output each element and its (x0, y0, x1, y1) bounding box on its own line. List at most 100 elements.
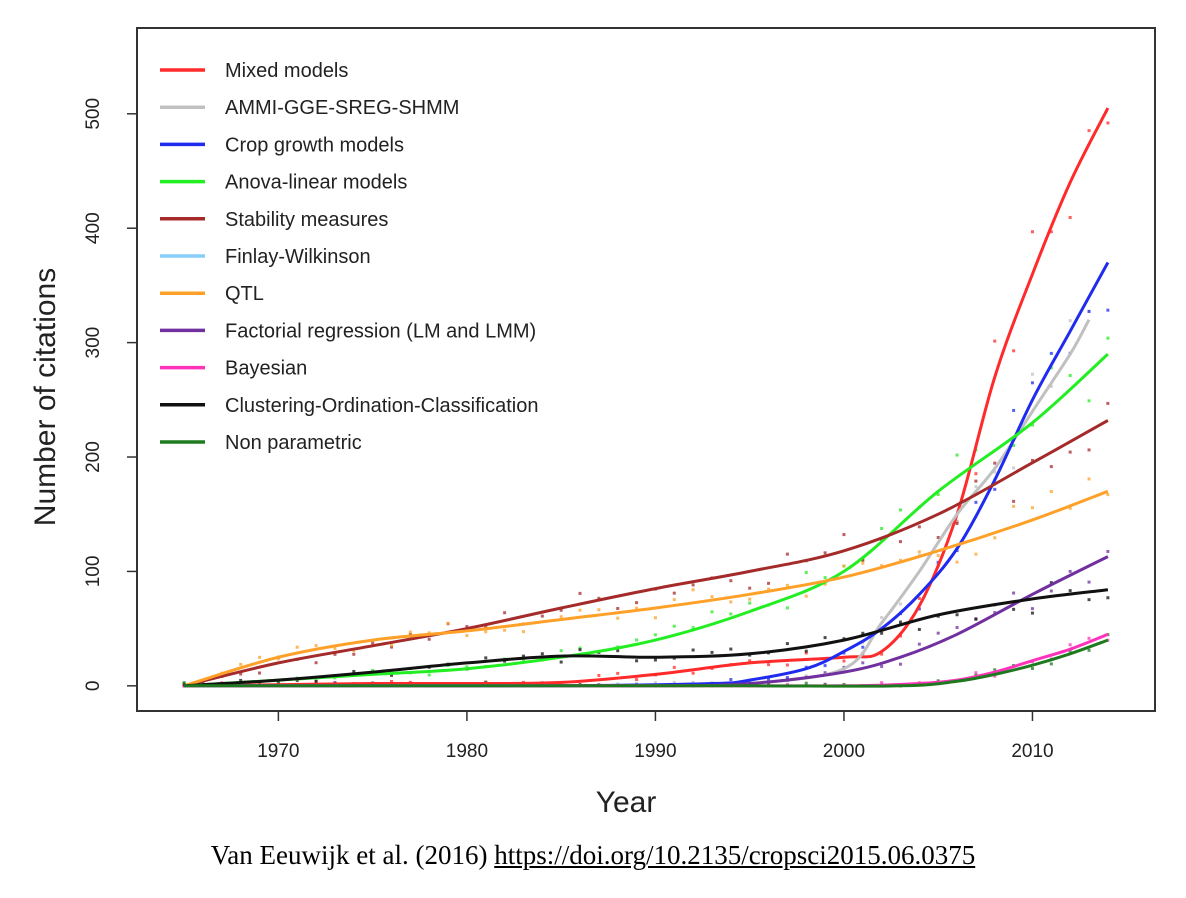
scatter-point (974, 472, 978, 476)
scatter-point (559, 615, 563, 619)
scatter-point (955, 519, 959, 523)
scatter-point (672, 665, 676, 669)
scatter-point (1012, 443, 1016, 447)
series-line (183, 419, 1109, 688)
scatter-point (974, 617, 978, 621)
scatter-point (691, 583, 695, 587)
scatter-point (1049, 589, 1053, 593)
scatter-point (1012, 499, 1016, 503)
x-tick-label: 2000 (823, 741, 865, 762)
scatter-point (390, 643, 393, 647)
scatter-point (1068, 450, 1072, 454)
scatter-point (352, 652, 356, 656)
scatter-point (559, 649, 563, 653)
scatter-point (1012, 504, 1016, 508)
scatter-point (823, 582, 827, 586)
scatter-point (955, 560, 959, 564)
scatter-point (785, 583, 789, 587)
scatter-point (993, 674, 997, 678)
scatter-point (917, 627, 921, 631)
scatter-point (1030, 381, 1034, 385)
scatter-point (993, 487, 997, 491)
scatter-point (729, 612, 733, 616)
scatter-point (503, 611, 507, 615)
scatter-point (1049, 581, 1053, 585)
scatter-point (653, 633, 657, 637)
legend-entry: Clustering-Ordination-Classification (225, 395, 538, 417)
scatter-point (993, 611, 997, 615)
citation-text: Van Eeuwijk et al. (2016) (210, 840, 495, 870)
scatter-point (1087, 648, 1091, 652)
scatter-point (691, 671, 695, 675)
series-line (184, 107, 1110, 688)
scatter-point (899, 508, 902, 512)
x-tick-label: 1990 (634, 741, 676, 762)
scatter-point (1049, 662, 1053, 666)
scatter-point (842, 659, 846, 663)
scatter-point (371, 641, 375, 645)
doi-link[interactable]: https://doi.org/10.2135/cropsci2015.06.0… (494, 840, 976, 870)
scatter-point (861, 561, 865, 565)
scatter-point (917, 550, 921, 554)
scatter-point (1106, 308, 1110, 312)
scatter-point (1068, 215, 1072, 219)
scatter-point (597, 608, 601, 612)
scatter-point (880, 652, 884, 656)
legend-entry: Anova-linear models (225, 172, 407, 194)
scatter-point (521, 630, 525, 634)
scatter-point (974, 479, 978, 483)
scatter-point (352, 669, 356, 673)
scatter-point (1068, 506, 1072, 510)
scatter-point (1106, 401, 1110, 405)
scatter-point (936, 554, 940, 558)
scatter-point (672, 624, 676, 628)
scatter-point (578, 608, 582, 612)
scatter-point (823, 671, 827, 675)
scatter-point (503, 628, 507, 632)
scatter-point (1049, 230, 1053, 234)
scatter-point (559, 608, 563, 612)
series-line (184, 555, 1109, 688)
scatter-point (635, 601, 639, 605)
x-axis-title: Year (596, 786, 657, 819)
scatter-point (616, 616, 620, 620)
scatter-point (729, 579, 733, 583)
scatter-point (880, 564, 884, 568)
x-tick-label: 1980 (446, 741, 488, 762)
scatter-point (823, 664, 827, 668)
scatter-point (465, 634, 469, 638)
scatter-point (635, 606, 639, 610)
scatter-point (1087, 598, 1091, 602)
scatter-point (1106, 336, 1110, 340)
scatter-point (974, 500, 978, 504)
scatter-point (390, 673, 393, 677)
scatter-point (861, 558, 865, 562)
scatter-point (691, 648, 695, 652)
scatter-point (993, 470, 997, 474)
legend-entry: QTL (225, 283, 264, 305)
scatter-point (1068, 643, 1072, 647)
x-tick-label: 2010 (1011, 741, 1053, 762)
scatter-point (390, 645, 393, 649)
scatter-point (1106, 596, 1110, 600)
legend-entry: Factorial regression (LM and LMM) (225, 320, 536, 342)
scatter-point (974, 485, 978, 489)
scatter-point (804, 594, 808, 598)
scatter-point (899, 602, 902, 606)
scatter-point (1087, 477, 1091, 481)
scatter-point (465, 665, 469, 669)
legend-entry: Finlay-Wilkinson (225, 246, 371, 268)
scatter-point (748, 586, 752, 590)
scatter-point (616, 606, 620, 610)
scatter-point (616, 649, 620, 653)
scatter-point (880, 664, 884, 668)
scatter-point (635, 659, 639, 663)
scatter-point (1049, 351, 1053, 355)
scatter-point (767, 663, 771, 667)
scatter-point (767, 677, 771, 681)
scatter-point (239, 662, 243, 666)
scatter-point (842, 564, 846, 568)
scatter-point (917, 596, 921, 600)
scatter-point (785, 552, 789, 556)
legend: Mixed models AMMI-GGE-SREG-SHMM Crop growt… (160, 60, 538, 454)
